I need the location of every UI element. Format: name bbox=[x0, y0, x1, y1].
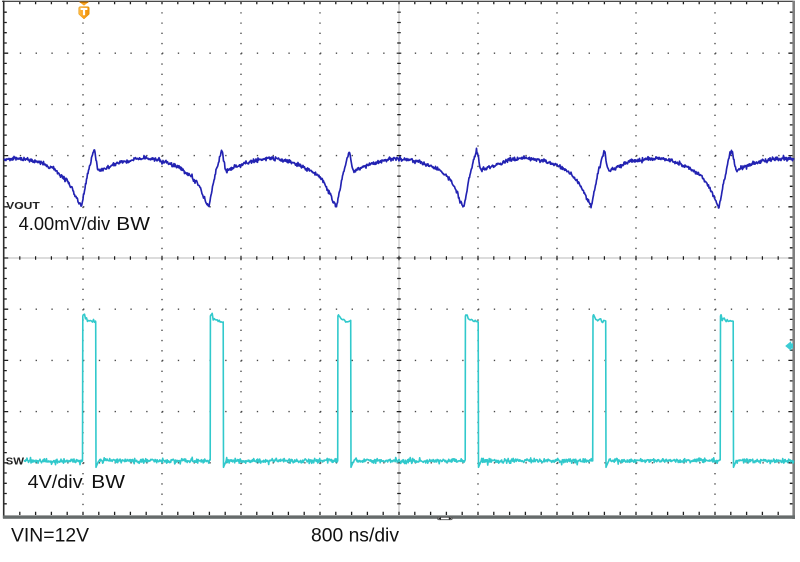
svg-text:800 ns/div: 800 ns/div bbox=[311, 526, 399, 547]
svg-text:BW: BW bbox=[91, 471, 125, 492]
svg-text:4V/div: 4V/div bbox=[28, 471, 84, 492]
svg-text:VIN=12V: VIN=12V bbox=[11, 525, 89, 546]
svg-text:VOUT: VOUT bbox=[6, 201, 40, 212]
svg-text:4.00mV/div: 4.00mV/div bbox=[19, 213, 111, 234]
svg-text:SW: SW bbox=[6, 457, 25, 468]
svg-text:BW: BW bbox=[116, 213, 150, 234]
